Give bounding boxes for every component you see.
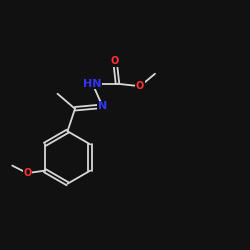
Text: O: O [111,56,119,66]
Text: O: O [136,81,144,91]
Text: HN: HN [83,79,102,89]
Text: O: O [23,168,32,178]
Text: N: N [98,101,107,111]
